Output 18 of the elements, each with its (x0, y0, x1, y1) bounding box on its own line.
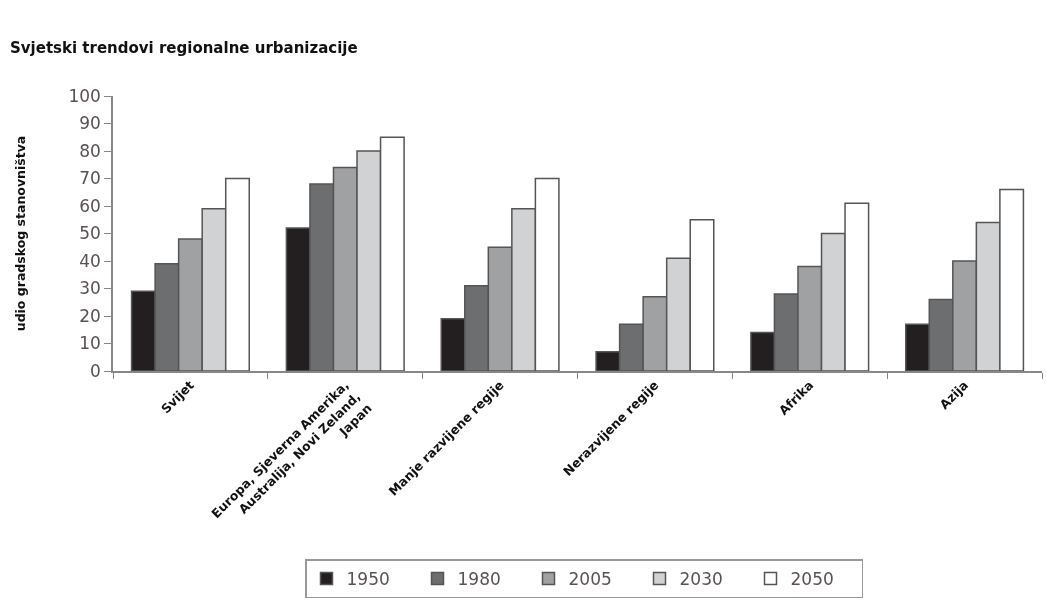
y-tick-label: 90 (79, 113, 101, 134)
y-tick-label: 50 (79, 223, 101, 244)
legend-label: 2050 (790, 569, 834, 590)
y-tick-label: 40 (79, 250, 101, 271)
legend-label: 1980 (457, 569, 501, 590)
chart-title: Svjetski trendovi regionalne urbanizacije (10, 39, 358, 58)
y-tick-label: 0 (90, 360, 101, 381)
legend-label: 1950 (346, 569, 390, 590)
y-tick-label: 20 (79, 305, 101, 326)
y-tick-label: 10 (79, 333, 101, 354)
y-tick-label: 60 (79, 195, 101, 216)
y-tick-label: 30 (79, 278, 101, 299)
y-tick-label: 80 (79, 140, 101, 161)
y-tick-label: 70 (79, 168, 101, 189)
y-axis-title: udio gradskog stanovništva (13, 135, 29, 332)
y-tick-label: 100 (68, 85, 101, 106)
legend-label: 2030 (679, 569, 723, 590)
legend-label: 2005 (568, 569, 612, 590)
